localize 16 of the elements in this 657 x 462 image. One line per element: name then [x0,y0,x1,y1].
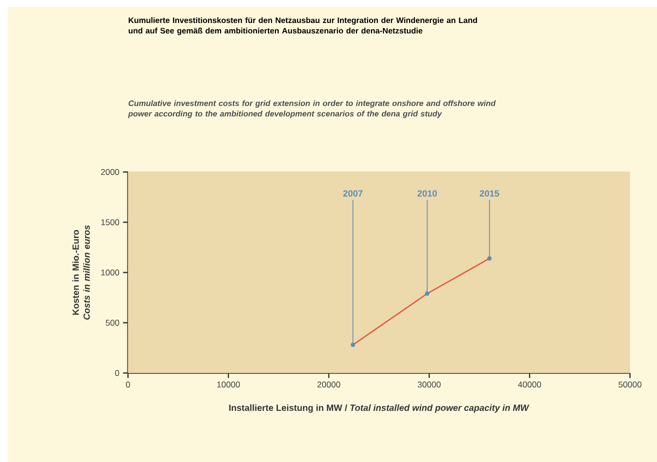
annotation: 2010 [418,190,437,197]
x-tick-label: 0 [126,382,130,388]
y-tick-label: 2000 [101,169,120,175]
annotation: 2015 [480,190,500,197]
x-tick-label: 30000 [418,382,441,388]
y-tick-label: 0 [115,370,120,376]
y-tick-label: 1500 [101,219,120,226]
x-tick-label: 40000 [518,382,542,388]
annotation: 2007 [343,190,362,197]
x-tick-label: 20000 [317,382,340,388]
y-axis-title: Kosten in Mio.-Euro Costs in million euros [72,225,90,320]
y-tick-label: 1000 [101,270,120,276]
x-tick-label: 10000 [217,382,240,388]
x-tick-label: 50000 [618,382,642,388]
x-axis-title: Installierte Leistung in MW / Total installed wind power capacity in MW [229,404,530,413]
y-tick-label: 500 [106,320,120,326]
